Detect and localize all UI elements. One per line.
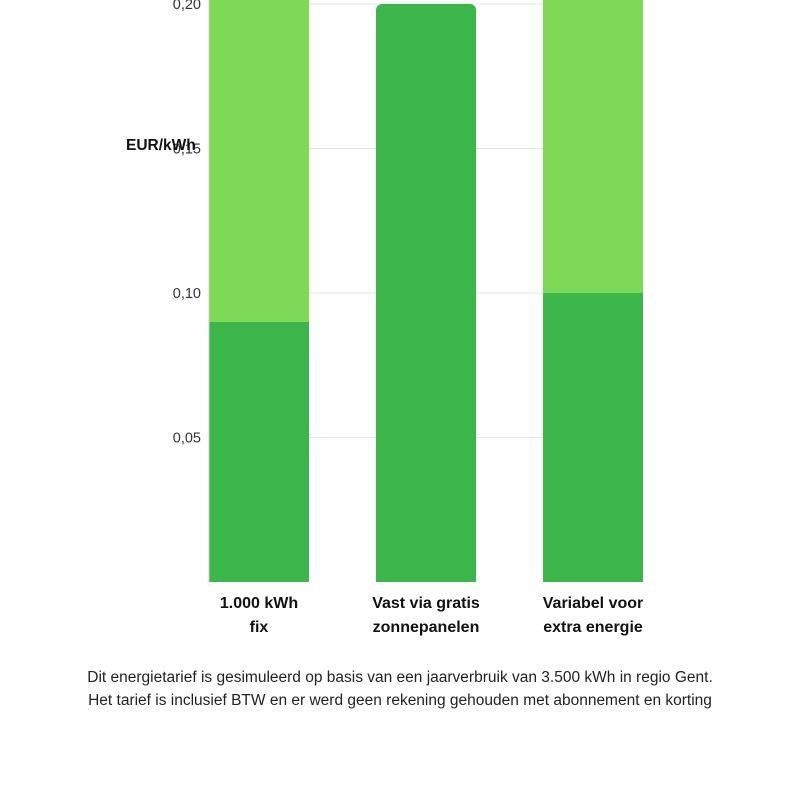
y-axis-label: EUR/kWh [126, 137, 196, 154]
category-label: 1.000 kWh [220, 595, 298, 612]
bar-group [543, 0, 643, 582]
footnote: Dit energietarief is gesimuleerd op basi… [0, 666, 800, 712]
footnote-line-2: Het tarief is inclusief BTW en er werd g… [88, 692, 712, 709]
bar-segment [543, 293, 643, 582]
bar-group [209, 0, 309, 582]
y-tick-label: 0,15 [173, 142, 201, 158]
bar-segment [209, 321, 309, 582]
category-label: Vast via gratis [372, 595, 480, 612]
bar-segment [209, 0, 309, 322]
bar-segment [376, 4, 476, 582]
footnote-line-1: Dit energietarief is gesimuleerd op basi… [87, 669, 713, 686]
y-tick-label: 0,05 [173, 431, 201, 447]
bar-segment [543, 0, 643, 294]
y-tick-label: 0,10 [173, 286, 201, 302]
y-tick-label: 0,20 [173, 0, 201, 13]
category-label: extra energie [543, 619, 643, 636]
category-label: zonnepanelen [373, 619, 480, 636]
labels: 0,050,100,150,200,25EUR/kWh0,293EUR/kWh1… [126, 0, 643, 636]
bars [209, 0, 643, 582]
category-label: fix [250, 619, 269, 636]
bar-group [376, 4, 476, 582]
category-label: Variabel voor [543, 595, 644, 612]
